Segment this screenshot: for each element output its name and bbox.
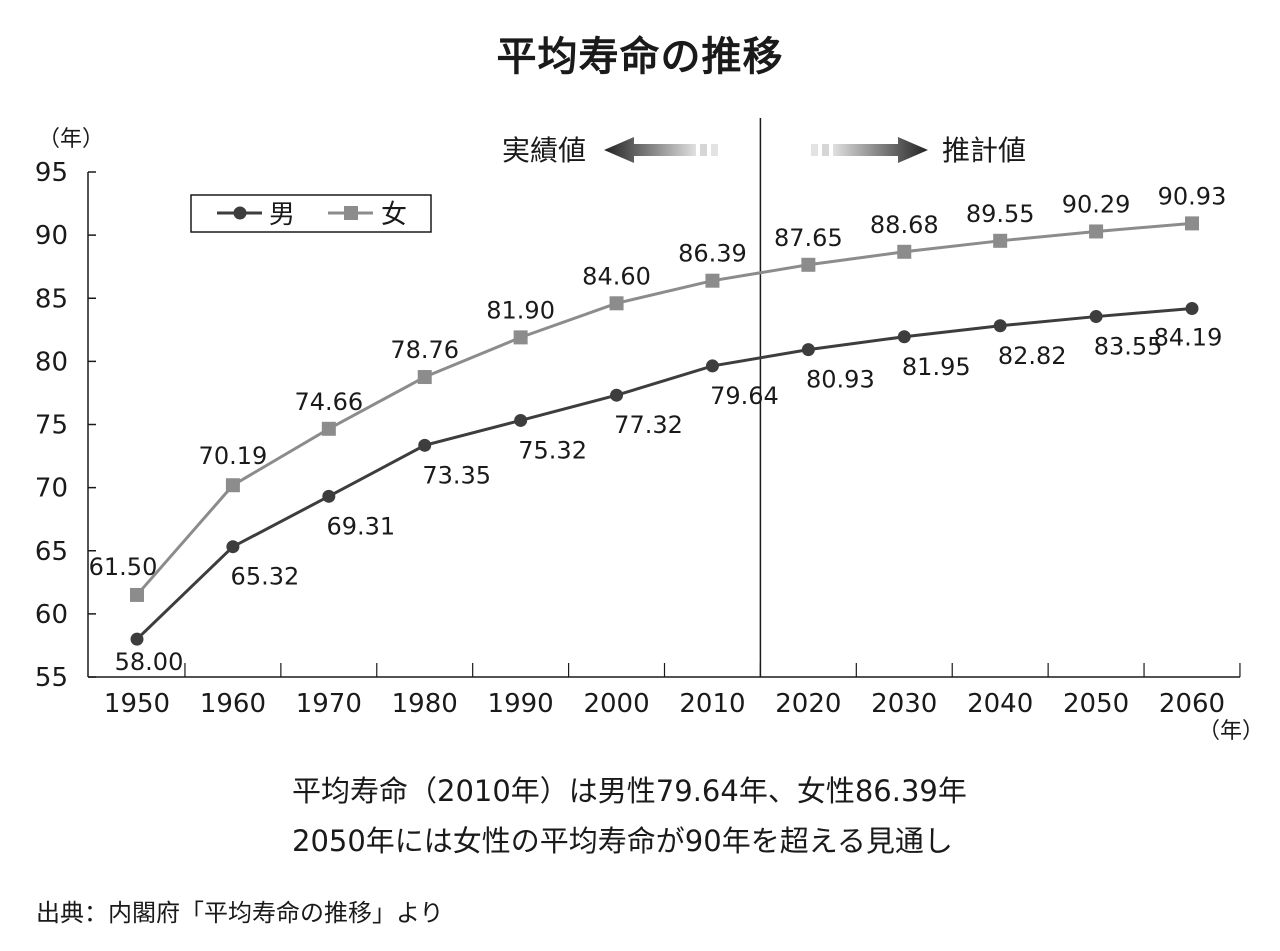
- x-tick-label: 1950: [104, 689, 170, 719]
- female-point: [225, 478, 240, 493]
- female-value-label: 84.60: [582, 262, 651, 290]
- x-tick-label: 2030: [871, 689, 937, 719]
- x-tick-label: 1980: [392, 689, 458, 719]
- y-tick-label: 55: [35, 663, 68, 693]
- female-point: [1089, 224, 1104, 239]
- male-point: [610, 388, 624, 402]
- female-value-label: 90.29: [1062, 190, 1131, 218]
- female-value-label: 74.66: [294, 388, 363, 416]
- male-value-label: 75.32: [518, 436, 587, 464]
- series-line-female: [135, 221, 1193, 596]
- male-value-label: 79.64: [710, 382, 779, 410]
- male-point: [130, 632, 144, 646]
- female-point: [993, 233, 1008, 248]
- forecast-values-label: 推計値: [942, 134, 1026, 167]
- male-value-label: 80.93: [806, 366, 875, 394]
- left-arrow-dash: [700, 144, 707, 156]
- male-value-label: 69.31: [326, 512, 395, 540]
- male-value-label: 84.19: [1154, 323, 1223, 351]
- female-value-label: 88.68: [870, 211, 939, 239]
- right-arrow-icon: [833, 137, 928, 163]
- female-value-label: 87.65: [774, 224, 843, 252]
- source-note: 出典：内閣府「平均寿命の推移」より: [36, 899, 444, 927]
- female-point: [801, 257, 816, 272]
- legend-female-marker: [344, 206, 358, 220]
- x-tick-label: 2020: [775, 689, 841, 719]
- female-value-label: 81.90: [486, 296, 555, 324]
- y-tick-label: 80: [35, 347, 68, 377]
- x-tick-label: 1960: [200, 689, 266, 719]
- male-value-label: 82.82: [998, 342, 1067, 370]
- male-point: [418, 438, 432, 452]
- x-tick-label: 2000: [583, 689, 649, 719]
- actual-values-label: 実績値: [502, 134, 586, 167]
- female-value-label: 89.55: [966, 200, 1035, 228]
- male-point: [514, 413, 528, 427]
- y-tick-label: 65: [35, 537, 68, 567]
- y-tick-label: 60: [35, 600, 68, 630]
- x-tick-label: 2060: [1159, 689, 1225, 719]
- male-value-label: 73.35: [422, 461, 491, 489]
- male-point: [801, 343, 815, 357]
- y-tick-label: 95: [35, 158, 68, 188]
- summary-line-1: 平均寿命（2010年）は男性79.64年、女性86.39年: [292, 774, 967, 808]
- male-value-label: 65.32: [231, 563, 300, 591]
- x-tick-label: 1990: [488, 689, 554, 719]
- left-arrow-icon: [604, 137, 696, 163]
- female-point: [513, 330, 528, 345]
- chart-title: 平均寿命の推移: [496, 34, 784, 80]
- life-expectancy-chart: 55 60 65 70 75 80 85 90 95 （年） 1950 1960 1970 1980 199…: [35, 118, 1264, 744]
- y-tick-label: 90: [35, 221, 68, 251]
- female-value-label: 86.39: [678, 240, 747, 268]
- male-point: [993, 319, 1007, 333]
- female-point: [897, 244, 912, 259]
- female-value-label: 61.50: [89, 553, 158, 581]
- female-value-label: 70.19: [199, 442, 268, 470]
- legend-male-marker: [233, 206, 247, 220]
- x-axis-unit: （年）: [1198, 719, 1264, 744]
- male-value-label: 77.32: [614, 411, 683, 439]
- male-point: [705, 359, 719, 373]
- summary-line-2: 2050年には女性の平均寿命が90年を超える見通し: [292, 824, 953, 858]
- series-line-male: [135, 306, 1193, 641]
- female-point: [705, 273, 720, 288]
- male-point: [322, 489, 336, 503]
- female-point: [417, 370, 432, 385]
- male-point: [897, 330, 911, 344]
- right-arrow-dash: [822, 144, 829, 156]
- female-value-label: 90.93: [1158, 182, 1227, 210]
- male-value-label: 83.55: [1094, 333, 1163, 361]
- y-tick-label: 85: [35, 284, 68, 314]
- left-arrow-dash: [711, 144, 718, 156]
- male-point: [1089, 310, 1103, 324]
- female-point: [321, 421, 336, 436]
- y-tick-label: 70: [35, 474, 68, 504]
- male-value-label: 58.00: [115, 648, 184, 676]
- female-point: [609, 296, 624, 311]
- male-point: [226, 540, 240, 554]
- female-value-label: 78.76: [390, 336, 459, 364]
- male-value-label: 81.95: [902, 353, 971, 381]
- male-point: [1185, 301, 1199, 315]
- legend-male-label: 男: [269, 200, 295, 230]
- female-point: [1185, 216, 1199, 231]
- x-tick-label: 2050: [1063, 689, 1129, 719]
- legend-female-label: 女: [381, 200, 407, 230]
- right-arrow-dash: [811, 144, 818, 156]
- y-tick-label: 75: [35, 411, 68, 441]
- female-point: [130, 587, 144, 602]
- y-axis-unit: （年）: [38, 127, 104, 152]
- x-tick-label: 1970: [296, 689, 362, 719]
- x-tick-label: 2010: [679, 689, 745, 719]
- x-tick-label: 2040: [967, 689, 1033, 719]
